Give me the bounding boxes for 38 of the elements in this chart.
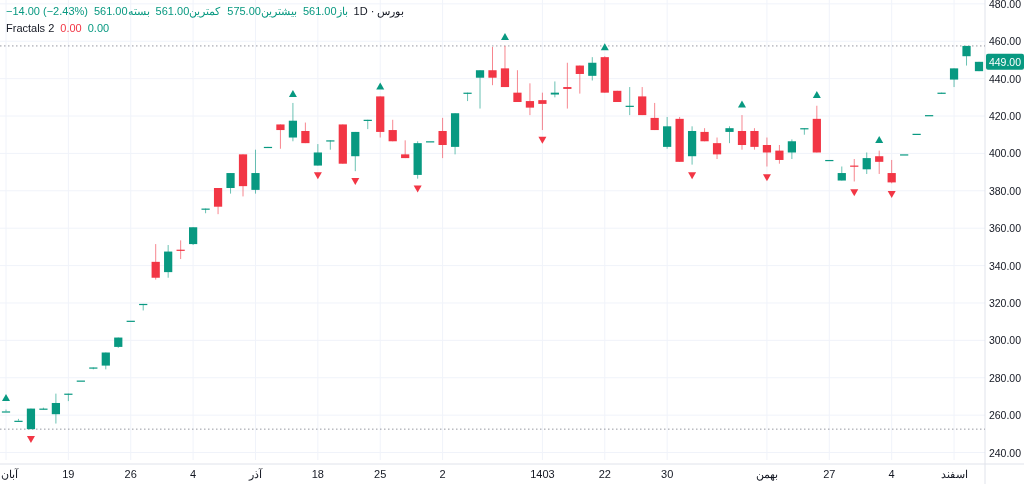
y-tick-label: 380.00 xyxy=(988,184,1022,197)
y-tick-label: 420.00 xyxy=(988,110,1022,123)
annotation: بسته561.00 xyxy=(93,5,150,17)
annotation: 449.00 xyxy=(988,55,1022,68)
annotation: باز561.00 xyxy=(302,5,348,18)
annotation: Fractals 2 xyxy=(6,22,55,34)
y-tick-label: 280.00 xyxy=(988,371,1022,384)
annotation: −14.00 (−2.43%) xyxy=(6,5,88,17)
x-tick-label: 4 xyxy=(888,468,895,480)
y-tick-label: 260.00 xyxy=(988,409,1022,422)
y-tick-label: 240.00 xyxy=(988,446,1022,459)
annotation: 0.00 xyxy=(87,22,110,34)
y-tick-label: 460.00 xyxy=(988,35,1022,48)
y-tick-label: 340.00 xyxy=(988,259,1022,272)
chart-title: 1D · بورس xyxy=(353,5,405,18)
y-tick-label: 360.00 xyxy=(988,222,1022,235)
x-tick-label: 1403 xyxy=(530,468,555,480)
x-tick-label: آبان xyxy=(1,468,19,480)
annotation: بیشترین575.00 xyxy=(227,5,297,18)
x-tick-label: 19 xyxy=(62,468,75,480)
x-tick-label: 4 xyxy=(190,468,197,480)
y-tick-label: 320.00 xyxy=(988,296,1022,309)
x-tick-label: 22 xyxy=(598,468,611,480)
x-tick-label: 26 xyxy=(124,468,137,480)
x-tick-label: 18 xyxy=(311,468,324,480)
y-tick-label: 400.00 xyxy=(988,147,1022,160)
x-tick-label: 2 xyxy=(439,468,446,480)
annotation: 0.00 xyxy=(60,22,82,34)
annotation: کمترین561.00 xyxy=(155,5,222,18)
x-tick-label: بهمن xyxy=(755,468,778,481)
x-tick-label: 25 xyxy=(374,468,387,480)
x-tick-label: اسفند xyxy=(940,468,968,480)
y-tick-label: 300.00 xyxy=(988,334,1022,347)
y-tick-label: 440.00 xyxy=(988,72,1022,85)
x-tick-label: آذر xyxy=(247,468,263,481)
x-tick-label: 30 xyxy=(661,468,674,480)
y-tick-label: 480.00 xyxy=(988,0,1022,10)
x-tick-label: 27 xyxy=(823,468,836,480)
